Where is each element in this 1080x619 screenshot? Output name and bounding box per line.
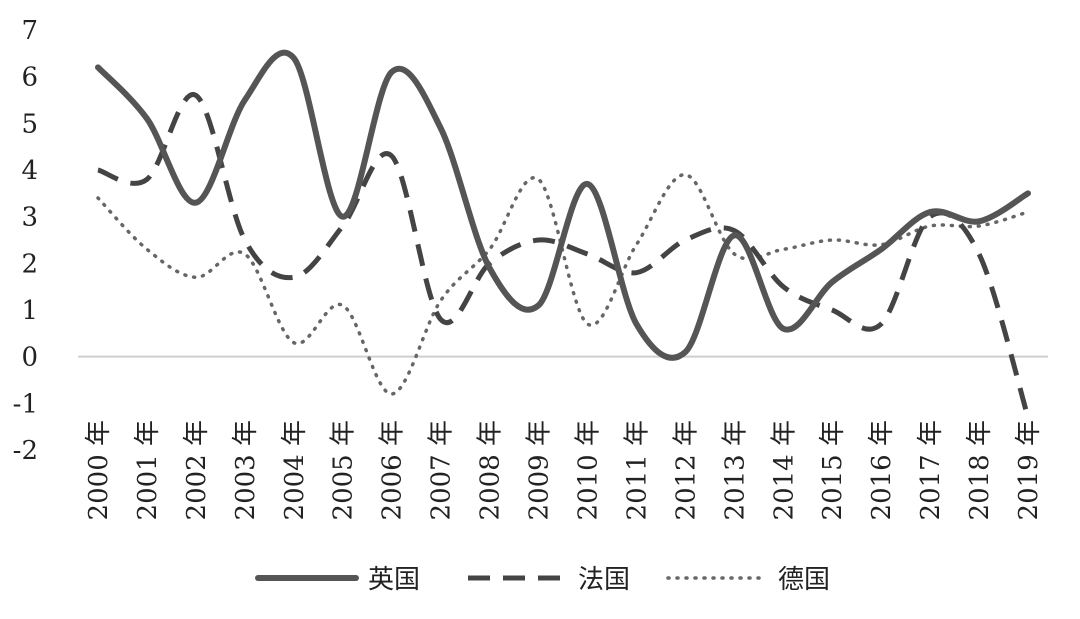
x-tick-label: 2016 年: [867, 420, 897, 520]
legend-label: 英国: [368, 565, 420, 595]
x-tick-label: 2002 年: [182, 420, 212, 520]
legend: 英国 法国 德国: [255, 565, 830, 595]
x-tick-label: 2006 年: [378, 420, 408, 520]
x-tick-label: 2000 年: [84, 420, 114, 520]
x-tick-label: 2003 年: [231, 420, 261, 520]
y-tick-label: -1: [13, 389, 38, 419]
x-tick-label: 2014 年: [769, 420, 799, 520]
x-tick-label: 2019 年: [1014, 420, 1044, 520]
series-line-0: [95, 49, 1031, 361]
x-tick-label: 2015 年: [818, 420, 848, 520]
legend-label: 德国: [778, 565, 830, 595]
x-tick-label: 2007 年: [427, 420, 457, 520]
x-tick-label: 2005 年: [329, 420, 359, 520]
y-axis-ticks: 7 6 5 4 3 2 1 0 -1 -2: [13, 16, 38, 466]
y-tick-label: 5: [21, 109, 38, 139]
y-tick-label: 3: [21, 203, 38, 233]
x-tick-label: 2018 年: [965, 420, 995, 520]
x-axis-ticks: 2000 年 2001 年 2002 年 2003 年 2004 年 2005 年 2006…: [84, 420, 1044, 520]
y-tick-label: -2: [13, 436, 38, 466]
x-tick-label: 2011 年: [622, 420, 652, 520]
y-tick-label: 2: [21, 249, 38, 279]
x-tick-label: 2013 年: [720, 420, 750, 520]
series-line-1: [97, 92, 1031, 419]
x-tick-label: 2010 年: [573, 420, 603, 520]
series-line-2: [96, 172, 1030, 396]
y-tick-label: 6: [21, 63, 38, 93]
x-tick-label: 2001 年: [133, 420, 163, 520]
legend-label: 法国: [578, 565, 630, 595]
x-tick-label: 2017 年: [916, 420, 946, 520]
y-tick-label: 1: [21, 296, 38, 326]
y-tick-label: 7: [21, 16, 38, 46]
y-tick-label: 0: [21, 343, 38, 373]
x-tick-label: 2012 年: [671, 420, 701, 520]
series-lines: [95, 49, 1031, 419]
x-tick-label: 2004 年: [280, 420, 310, 520]
y-tick-label: 4: [21, 156, 38, 186]
x-tick-label: 2009 年: [525, 420, 555, 520]
x-tick-label: 2008 年: [476, 420, 506, 520]
